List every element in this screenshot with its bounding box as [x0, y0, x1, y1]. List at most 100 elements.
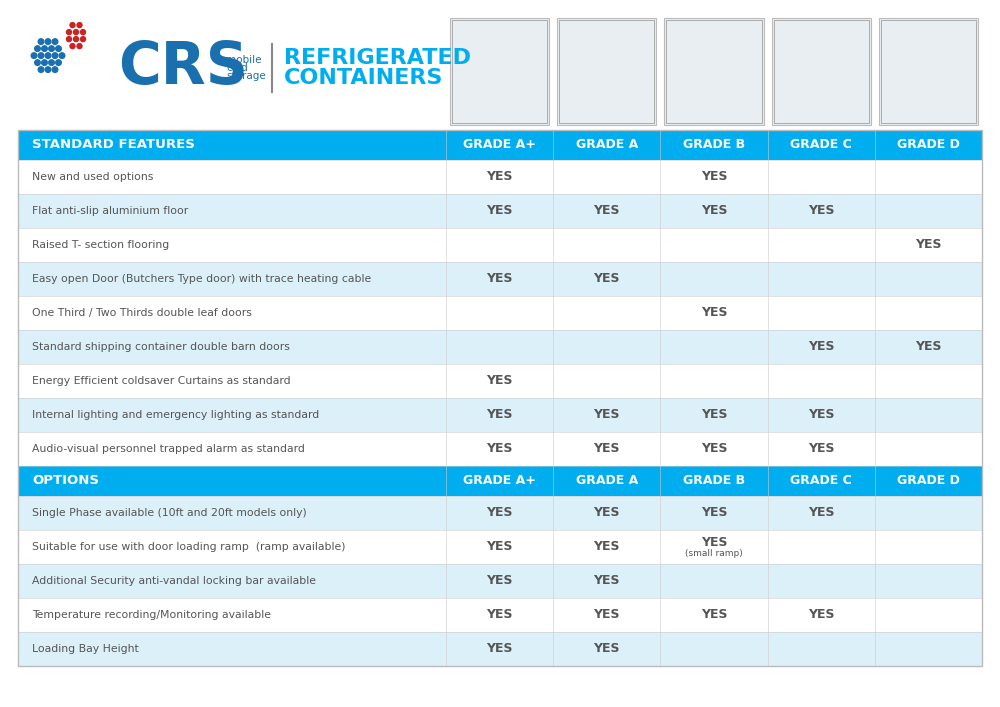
Text: YES: YES [915, 341, 942, 354]
Bar [768, 398, 875, 432]
Bar [18, 296, 446, 330]
Bar [450, 18, 549, 125]
Bar [875, 598, 982, 632]
Text: GRADE A: GRADE A [576, 474, 638, 488]
Bar [875, 296, 982, 330]
Text: YES: YES [486, 540, 513, 554]
Text: Energy Efficient coldsaver Curtains as standard: Energy Efficient coldsaver Curtains as s… [32, 376, 291, 386]
Bar [772, 18, 871, 125]
Bar [660, 398, 768, 432]
Text: YES: YES [808, 443, 834, 455]
Bar [660, 160, 768, 194]
Text: YES: YES [594, 643, 620, 655]
Text: YES: YES [701, 409, 727, 421]
Bar [768, 632, 875, 666]
Text: Easy open Door (Butchers Type door) with trace heating cable: Easy open Door (Butchers Type door) with… [32, 274, 371, 284]
Bar [660, 598, 768, 632]
Circle shape [35, 46, 40, 52]
Text: Temperature recording/Monitoring available: Temperature recording/Monitoring availab… [32, 610, 271, 620]
Bar [875, 262, 982, 296]
Bar [446, 364, 553, 398]
Circle shape [77, 23, 82, 28]
Text: Internal lighting and emergency lighting as standard: Internal lighting and emergency lighting… [32, 410, 319, 420]
Bar [18, 262, 446, 296]
Circle shape [74, 30, 78, 35]
Text: YES: YES [701, 609, 727, 621]
Text: New and used options: New and used options [32, 172, 153, 182]
Text: YES: YES [701, 506, 727, 520]
Text: YES: YES [594, 443, 620, 455]
Bar [768, 496, 875, 530]
Bar [446, 432, 553, 466]
Bar [553, 160, 660, 194]
Text: Raised T- section flooring: Raised T- section flooring [32, 240, 169, 250]
Circle shape [52, 53, 58, 59]
Bar [18, 564, 446, 598]
Circle shape [70, 23, 75, 28]
Bar [18, 364, 446, 398]
Bar [875, 564, 982, 598]
Text: GRADE D: GRADE D [897, 139, 960, 151]
Bar [18, 466, 982, 496]
Circle shape [42, 46, 47, 52]
Bar [18, 432, 446, 466]
Bar [446, 564, 553, 598]
Text: GRADE C: GRADE C [790, 474, 852, 488]
Text: YES: YES [808, 341, 834, 354]
Bar [875, 632, 982, 666]
Text: OPTIONS: OPTIONS [32, 474, 99, 488]
Bar [768, 364, 875, 398]
Text: YES: YES [594, 575, 620, 588]
Text: YES: YES [808, 609, 834, 621]
Bar [553, 564, 660, 598]
Bar [768, 228, 875, 262]
Bar [553, 364, 660, 398]
Text: GRADE C: GRADE C [790, 139, 852, 151]
Text: cold: cold [226, 63, 248, 73]
Bar [553, 598, 660, 632]
Bar [660, 364, 768, 398]
Text: mobile: mobile [226, 54, 262, 64]
Text: YES: YES [486, 506, 513, 520]
Bar [875, 330, 982, 364]
Circle shape [77, 44, 82, 49]
Bar [660, 432, 768, 466]
Bar [660, 262, 768, 296]
Text: CRS: CRS [118, 39, 248, 96]
Bar [553, 330, 660, 364]
Circle shape [45, 66, 51, 72]
Text: YES: YES [486, 609, 513, 621]
Circle shape [56, 60, 61, 66]
Circle shape [31, 53, 37, 59]
Text: YES: YES [486, 409, 513, 421]
Bar [18, 496, 446, 530]
Bar [18, 330, 446, 364]
Bar [18, 530, 446, 564]
Circle shape [38, 66, 44, 72]
Bar [768, 530, 875, 564]
Bar [553, 632, 660, 666]
Text: YES: YES [594, 409, 620, 421]
Circle shape [70, 44, 75, 49]
Circle shape [56, 46, 61, 52]
Text: Suitable for use with door loading ramp  (ramp available): Suitable for use with door loading ramp … [32, 542, 346, 552]
Text: GRADE B: GRADE B [683, 474, 745, 488]
Text: YES: YES [486, 204, 513, 218]
Bar [875, 228, 982, 262]
Text: CONTAINERS: CONTAINERS [284, 68, 443, 88]
Bar [553, 194, 660, 228]
Bar [18, 194, 446, 228]
Bar [446, 598, 553, 632]
Bar [768, 598, 875, 632]
Bar [875, 530, 982, 564]
Bar [768, 194, 875, 228]
Circle shape [59, 53, 65, 59]
Bar [446, 228, 553, 262]
Bar [553, 530, 660, 564]
Text: GRADE A: GRADE A [576, 139, 638, 151]
Bar [553, 432, 660, 466]
Bar [768, 160, 875, 194]
Text: YES: YES [594, 204, 620, 218]
Bar [446, 398, 553, 432]
Bar [768, 564, 875, 598]
